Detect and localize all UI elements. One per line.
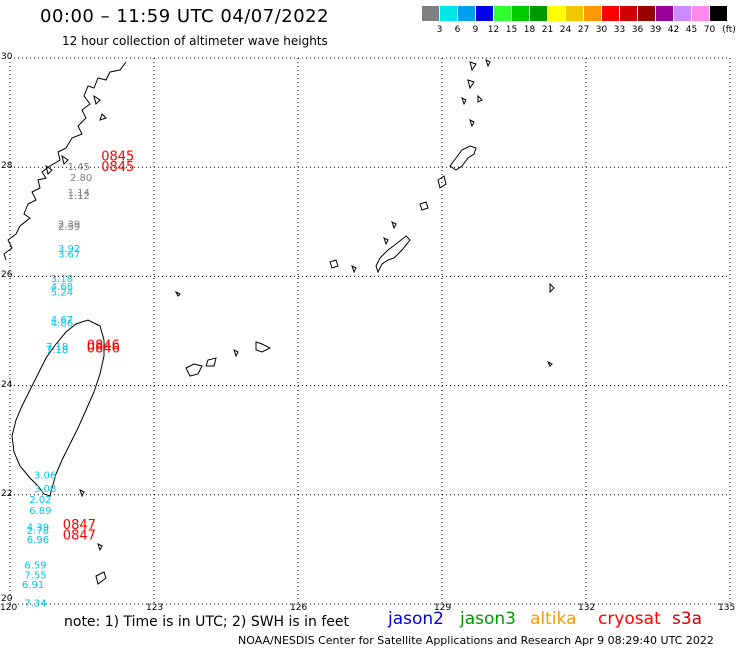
latitude-tick-label: 26 bbox=[1, 270, 13, 281]
wave-height-label: 2.80 bbox=[70, 173, 92, 184]
observation-time-label: 0846 bbox=[87, 341, 120, 356]
latitude-tick-label: 24 bbox=[1, 379, 13, 390]
wave-height-label: 1.45 bbox=[68, 162, 90, 173]
wave-height-label: 6.91 bbox=[22, 580, 44, 591]
longitude-tick-label: 123 bbox=[146, 603, 164, 613]
satellite-name: s3a bbox=[672, 609, 703, 629]
footer-note: note: 1) Time is in UTC; 2) SWH is in fe… bbox=[64, 614, 350, 630]
ryukyu-islands-north bbox=[419, 59, 491, 211]
wave-height-label: 5.24 bbox=[51, 288, 73, 299]
wave-height-label: 3.06 bbox=[34, 470, 56, 481]
latitude-tick-label: 30 bbox=[1, 52, 13, 62]
legend-tick-label: 36 bbox=[631, 25, 644, 35]
legend-tick-label: 12 bbox=[487, 25, 500, 35]
map-subtitle: 12 hour collection of altimeter wave hei… bbox=[62, 34, 328, 48]
china-coastline bbox=[3, 61, 127, 261]
altimeter-observations: 1.452.80 1.141.12 2.392.59 3.923.67 3.184.68… bbox=[22, 150, 134, 610]
observation-time-label: 0847 bbox=[63, 529, 96, 544]
wave-height-label: 7.34 bbox=[24, 599, 46, 610]
legend-tick-label: 33 bbox=[613, 25, 626, 35]
coastlines bbox=[3, 59, 555, 585]
longitude-tick-label: 135 bbox=[718, 603, 736, 613]
wave-height-label: 4.68 bbox=[51, 282, 73, 293]
lat-lon-grid bbox=[9, 57, 731, 605]
wave-height-label: 6.59 bbox=[24, 561, 46, 572]
latitude-tick-label: 20 bbox=[1, 594, 13, 604]
legend-swatch bbox=[476, 6, 493, 21]
legend-swatch bbox=[584, 6, 601, 21]
legend-tick-label: 21 bbox=[541, 25, 554, 35]
wave-height-label: 2.78 bbox=[27, 526, 49, 537]
legend-tick-label: 6 bbox=[454, 25, 461, 35]
sakishima-islands bbox=[174, 282, 555, 377]
wave-height-label: 4.67 bbox=[51, 315, 73, 326]
legend-tick-label: 30 bbox=[595, 25, 608, 35]
satellite-name: jason3 bbox=[460, 609, 516, 629]
legend-tick-label: 15 bbox=[505, 25, 518, 35]
wave-height-label: 2.59 bbox=[58, 222, 80, 233]
wave-height-label: 1.14 bbox=[68, 188, 90, 199]
legend-swatch bbox=[458, 6, 475, 21]
wave-height-label: 6.89 bbox=[29, 506, 51, 517]
legend-tick-label: 42 bbox=[667, 25, 680, 35]
wave-height-label: 7.18 bbox=[46, 342, 68, 353]
wave-height-label: 3.18 bbox=[51, 274, 73, 285]
observation-time-label: 0846 bbox=[87, 339, 120, 354]
legend-swatch bbox=[422, 6, 439, 21]
wave-height-label: 4.86 bbox=[51, 319, 73, 330]
legend-swatch bbox=[620, 6, 637, 21]
latitude-tick-label: 22 bbox=[1, 488, 13, 499]
legend-swatch bbox=[602, 6, 619, 21]
longitude-tick-label: 126 bbox=[290, 603, 308, 613]
wave-height-label: 2.39 bbox=[58, 219, 80, 230]
wave-height-label: 4.39 bbox=[27, 522, 49, 533]
latitude-tick-label: 28 bbox=[1, 161, 13, 172]
wave-height-label: 2.02 bbox=[29, 495, 51, 506]
china-coastline-islands bbox=[45, 94, 107, 175]
legend-unit: (ft) bbox=[722, 25, 736, 35]
wave-height-label: 6.96 bbox=[27, 535, 49, 546]
satellite-name: altika bbox=[530, 609, 577, 629]
observation-time-label: 0847 bbox=[63, 518, 96, 533]
longitude-tick-label: 132 bbox=[578, 603, 596, 613]
observation-time-label: 0845 bbox=[101, 160, 134, 175]
legend-tick-label: 3 bbox=[436, 25, 443, 35]
taiwan-outline bbox=[11, 319, 105, 497]
legend-swatch bbox=[494, 6, 511, 21]
footer-credit: NOAA/NESDIS Center for Satellite Applica… bbox=[238, 634, 714, 647]
legend-tick-label: 18 bbox=[523, 25, 536, 35]
legend-swatch bbox=[674, 6, 691, 21]
legend-swatch bbox=[656, 6, 673, 21]
wave-height-label: 7.55 bbox=[24, 570, 46, 581]
okinawa-islands bbox=[329, 221, 411, 274]
wave-height-label: 3.92 bbox=[58, 244, 80, 255]
wave-height-label: 1.12 bbox=[68, 191, 90, 202]
legend-swatch bbox=[512, 6, 529, 21]
legend-swatch bbox=[692, 6, 709, 21]
legend-tick-label: 27 bbox=[577, 25, 590, 35]
southern-islets bbox=[79, 489, 107, 585]
legend-tick-label: 39 bbox=[649, 25, 662, 35]
legend-tick-label: 45 bbox=[685, 25, 698, 35]
satellite-name: jason2 bbox=[388, 609, 444, 629]
legend-swatch bbox=[638, 6, 655, 21]
observation-time-label: 0845 bbox=[101, 150, 134, 165]
longitude-tick-label: 129 bbox=[434, 603, 452, 613]
longitude-tick-label: 120 bbox=[0, 603, 18, 613]
legend-tick-label: 70 bbox=[703, 25, 716, 35]
wave-height-label: 7.18 bbox=[46, 345, 68, 356]
legend-tick-label: 9 bbox=[472, 25, 479, 35]
wave-height-label: 3.08 bbox=[34, 484, 56, 495]
map-title: 00:00 – 11:59 UTC 04/07/2022 bbox=[40, 6, 330, 27]
legend-swatch bbox=[530, 6, 547, 21]
legend-tick-label: 24 bbox=[559, 25, 572, 35]
legend-swatch bbox=[710, 6, 727, 21]
legend-swatch bbox=[566, 6, 583, 21]
wave-height-label: 3.67 bbox=[58, 249, 80, 260]
legend-swatch bbox=[440, 6, 457, 21]
color-scale-legend: 3 6 9 12 15 18 21 24 27 30 33 36 39 42 45 70 (ft) bbox=[422, 6, 736, 36]
satellite-name: cryosat bbox=[598, 609, 661, 629]
legend-swatch bbox=[548, 6, 565, 21]
